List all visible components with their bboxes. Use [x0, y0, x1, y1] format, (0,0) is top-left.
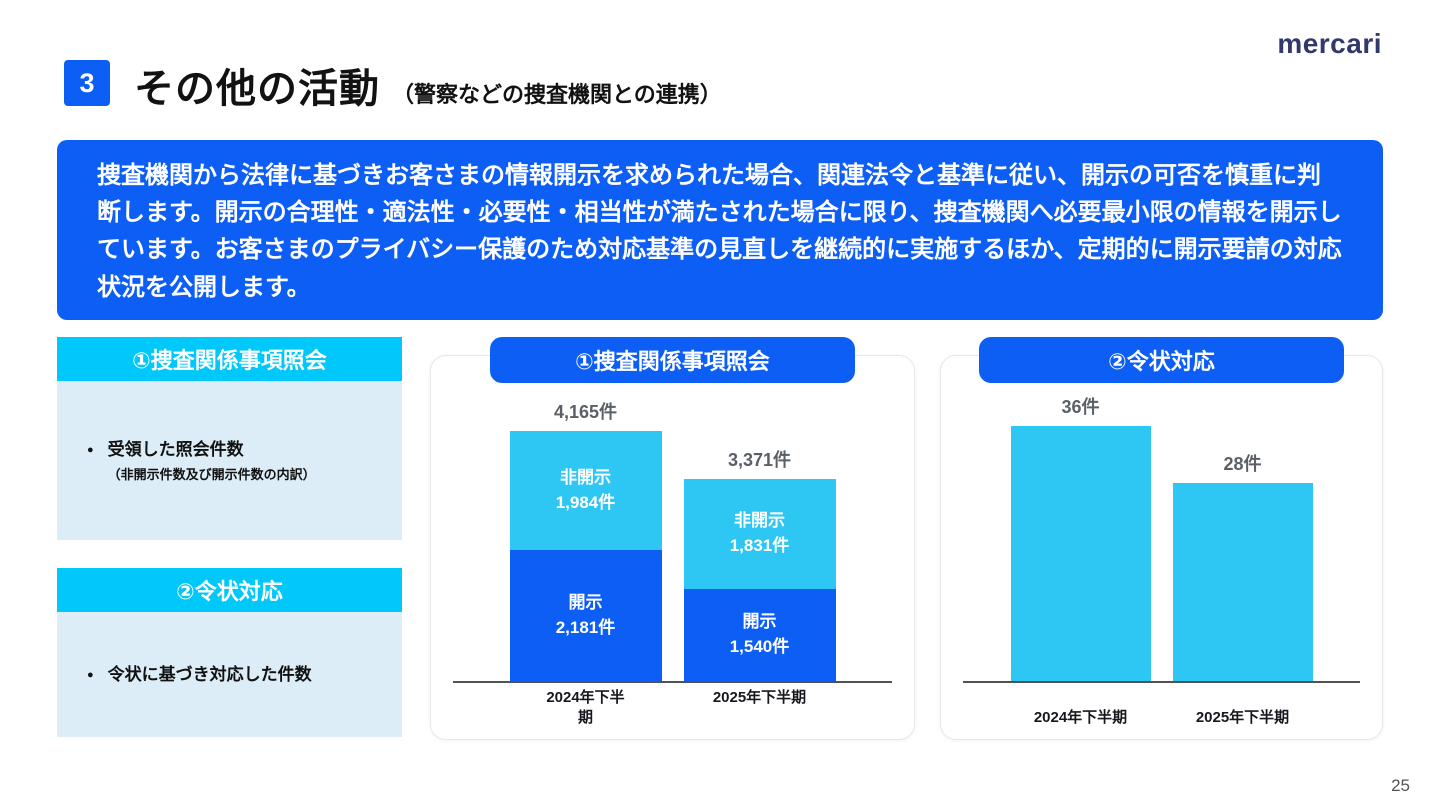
stacked-bar-chart: 4,165件 非開示 1,984件 開示 2,181件 3,371件 非開示 1,831…	[431, 356, 914, 739]
bullet-text-block: 受領した照会件数 （非開示件数及び開示件数の内訳）	[108, 438, 316, 483]
bullet-title: 受領した照会件数	[107, 440, 244, 460]
bar-total-label: 3,371件	[727, 450, 792, 470]
bar-value-label: 36件	[1061, 397, 1100, 417]
bar-value-label: 28件	[1223, 454, 1262, 474]
page-number: 25	[1391, 776, 1410, 795]
bar-total-label: 4,165件	[553, 402, 618, 422]
bullet-title: 令状に基づき対応した件数	[107, 664, 312, 684]
page-title: その他の活動	[134, 67, 380, 111]
section-number-badge: 3	[64, 60, 110, 106]
chart-title-inquiries: ①捜査関係事項照会	[490, 337, 855, 383]
bar-segment-disclosed: 開示 2,181件	[509, 550, 662, 681]
chart-1-cats: 2024年下半 期 2025年下半期	[431, 688, 914, 727]
chart-2-bars: 36件 28件	[941, 393, 1382, 681]
bar-column: 36件	[1010, 393, 1151, 681]
bar-segment-undisclosed: 非開示 1,984件	[509, 431, 662, 550]
bar	[1010, 426, 1151, 681]
title-row: その他の活動 （警察などの捜査機関との連携）	[134, 56, 722, 114]
bar-chart: 36件 28件 2024年下半期 2025年下半期	[941, 356, 1382, 739]
page-subtitle: （警察などの捜査機関との連携）	[392, 82, 722, 107]
category-label: 2025年下半期	[712, 689, 807, 706]
bullet-item: ● 令状に基づき対応した件数	[57, 663, 326, 687]
stacked-bar: 非開示 1,831件 開示 1,540件	[683, 479, 836, 681]
chart-1-bars: 4,165件 非開示 1,984件 開示 2,181件 3,371件 非開示 1,831…	[431, 398, 914, 681]
bullet-text-block: 令状に基づき対応した件数	[108, 663, 312, 687]
legend-body-inquiries: ● 受領した照会件数 （非開示件数及び開示件数の内訳）	[57, 381, 402, 540]
legend-header-inquiries: ①捜査関係事項照会	[57, 337, 402, 381]
bar-column: 3,371件非開示 1,831件 開示 1,540件	[683, 446, 836, 681]
chart-card-warrants: 36件 28件 2024年下半期 2025年下半期	[940, 355, 1383, 740]
bar	[1172, 483, 1313, 681]
bar-column: 4,165件非開示 1,984件 開示 2,181件	[509, 398, 662, 681]
bullet-icon: ●	[87, 668, 94, 681]
chart-title-warrants: ②令状対応	[979, 337, 1344, 383]
chart-2-axis	[963, 681, 1360, 683]
bar-column: 28件	[1172, 450, 1313, 681]
chart-card-inquiries: 4,165件 非開示 1,984件 開示 2,181件 3,371件 非開示 1,831…	[430, 355, 915, 740]
summary-banner: 捜査機関から法律に基づきお客さまの情報開示を求められた場合、関連法令と基準に従い…	[57, 140, 1383, 320]
bullet-item: ● 受領した照会件数 （非開示件数及び開示件数の内訳）	[57, 438, 330, 483]
mercari-logo: mercari	[1277, 28, 1382, 59]
stacked-bar: 非開示 1,984件 開示 2,181件	[509, 431, 662, 681]
legend-body-warrants: ● 令状に基づき対応した件数	[57, 612, 402, 737]
legend-header-warrants: ②令状対応	[57, 568, 402, 612]
bullet-icon: ●	[87, 444, 94, 457]
category-label: 2024年下半 期	[546, 689, 625, 726]
category-label: 2025年下半期	[1195, 708, 1290, 726]
chart-2-cats: 2024年下半期 2025年下半期	[941, 708, 1382, 728]
category-label: 2024年下半期	[1033, 708, 1128, 726]
chart-1-axis	[453, 681, 892, 683]
bar-segment-disclosed: 開示 1,540件	[683, 589, 836, 681]
bullet-note: （非開示件数及び開示件数の内訳）	[107, 466, 316, 482]
bar-segment-undisclosed: 非開示 1,831件	[683, 479, 836, 589]
